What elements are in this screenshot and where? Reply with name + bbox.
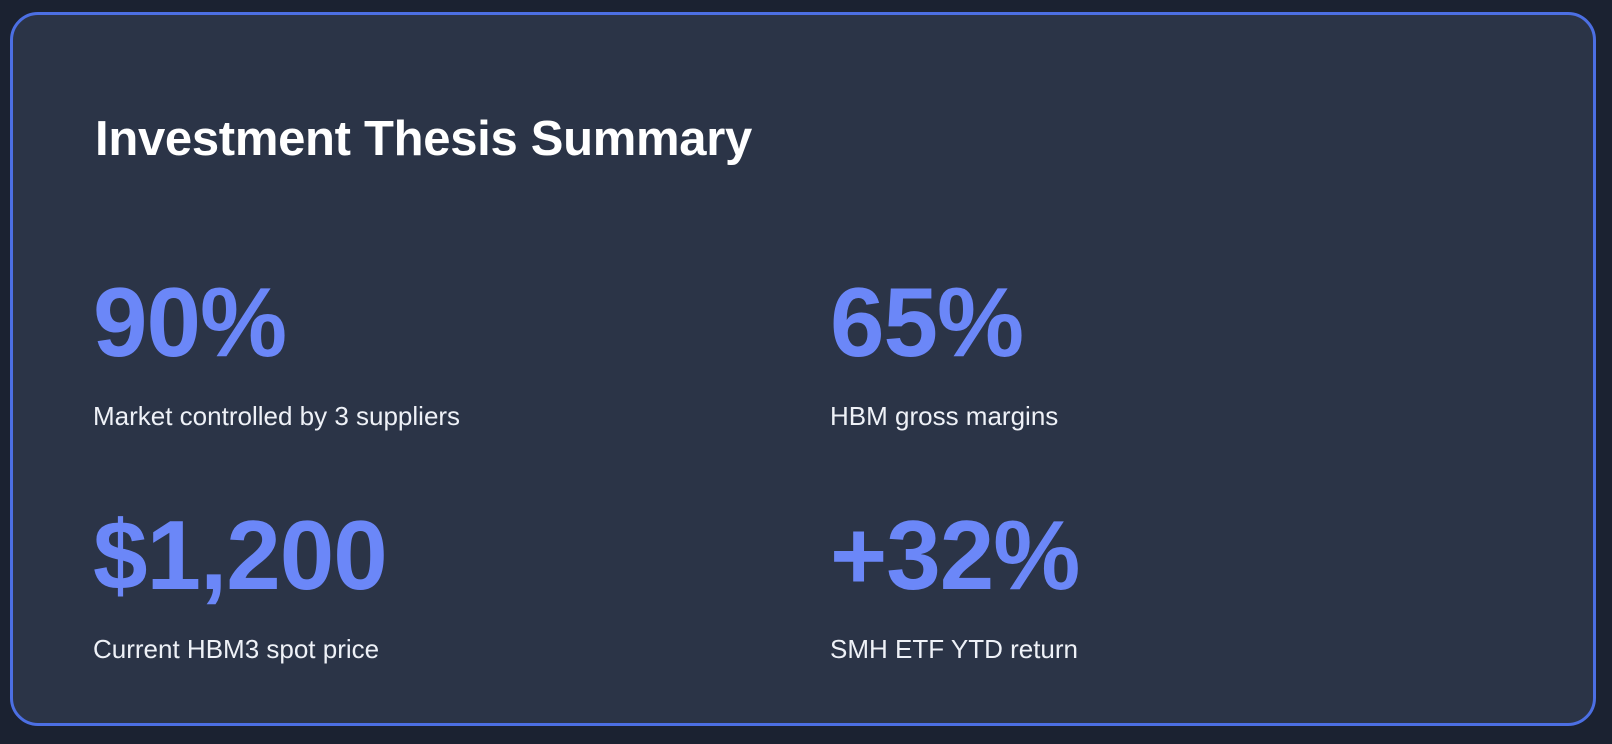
stat: $1,200 Current HBM3 spot price [93, 506, 733, 665]
card-title: Investment Thesis Summary [95, 112, 752, 166]
stat: 65% HBM gross margins [830, 273, 1470, 432]
stat-label: SMH ETF YTD return [830, 634, 1079, 664]
thesis-card: Investment Thesis Summary 90% Market con… [10, 12, 1596, 726]
stat-value: 90% [93, 267, 287, 377]
stat-label: Current HBM3 spot price [93, 634, 380, 664]
stat-value: 65% [830, 267, 1024, 377]
stat-label: HBM gross margins [830, 401, 1059, 431]
stat-value: $1,200 [93, 500, 388, 610]
stat-value: +32% [830, 500, 1080, 610]
stat: 90% Market controlled by 3 suppliers [93, 273, 733, 432]
stat: +32% SMH ETF YTD return [830, 506, 1470, 665]
stat-label: Market controlled by 3 suppliers [93, 401, 461, 431]
